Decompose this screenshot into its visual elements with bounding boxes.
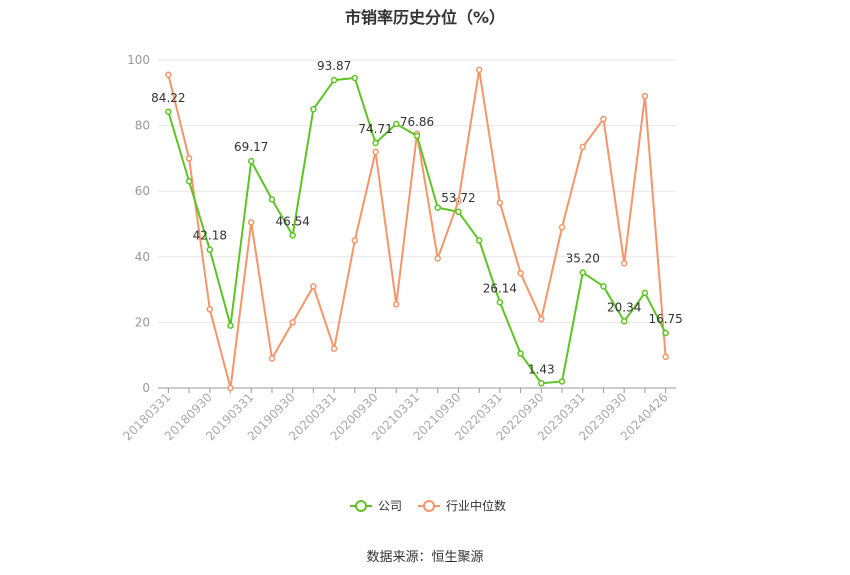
point-company [268,196,276,203]
gridlines [158,59,676,323]
point-industry-median [310,283,317,290]
point-industry-median [268,355,276,362]
y-tick-label: 100 [127,53,150,67]
point-company [165,108,172,116]
point-company [620,318,628,325]
data-label: 42.18 [193,229,227,243]
point-company [579,269,587,276]
point-company [289,232,296,239]
y-tick-label: 60 [135,184,150,198]
point-industry-median [558,224,566,231]
legend-marker [355,500,367,512]
y-tick-label: 80 [135,119,150,133]
point-industry-median [496,199,504,206]
point-company [413,132,421,140]
y-tick-label: 40 [135,250,150,264]
data-label: 74.71 [358,122,392,136]
point-industry-median [289,319,296,326]
point-industry-median [434,255,441,262]
point-company [434,204,441,211]
data-label: 26.14 [483,281,517,295]
y-tick-label: 0 [142,381,150,395]
point-industry-median [330,345,338,352]
series-group [165,66,669,392]
point-company [475,237,483,244]
point-industry-median [247,219,255,226]
legend-marker [423,500,435,512]
point-company [185,178,193,185]
data-labels: 84.22 42.18 69.17 46.54 93.87 74.71 76.86 53.72… [151,59,683,376]
point-industry-median [227,384,234,392]
legend-item-company: 公司 [350,499,402,513]
point-industry-median [579,143,587,151]
point-company [558,378,566,385]
data-label: 46.54 [276,214,310,228]
point-company [517,350,524,357]
x-axis: 2018033120180930201903312019093020200331… [120,387,676,443]
point-company [641,289,649,297]
y-axis: 0 20 40 60 80 100 [127,53,150,395]
point-industry-median [517,269,524,277]
legend-label: 公司 [378,499,402,513]
point-industry-median [165,71,172,79]
point-company [538,380,545,387]
point-industry-median [185,155,193,162]
point-industry-median [455,197,462,205]
point-company [372,139,379,147]
point-industry-median [393,301,400,308]
legend-label: 行业中位数 [446,498,506,513]
point-company [662,329,669,337]
point-company [330,76,338,84]
point-industry-median [620,260,628,267]
point-industry-median [538,315,545,323]
legend-item-industry-median: 行业中位数 [418,498,506,513]
chart-title: 市销率历史分位（%） [344,8,506,27]
data-label: 76.86 [400,115,434,129]
data-label: 16.75 [648,312,682,326]
source-note: 数据来源：恒生聚源 [366,550,484,565]
point-company [206,246,214,253]
point-company [496,299,504,306]
point-company [393,120,400,128]
data-label: 93.87 [317,59,351,73]
point-company [247,157,255,165]
point-industry-median [475,66,483,74]
point-industry-median [641,92,649,100]
data-label: 84.22 [151,91,185,105]
point-company [310,105,317,113]
legend: 公司 行业中位数 [350,498,506,513]
point-industry-median [600,115,607,123]
point-company [351,74,359,82]
point-industry-median [206,306,214,313]
data-label: 53.72 [441,191,475,205]
data-label: 35.20 [566,252,600,266]
point-industry-median [372,148,379,156]
point-company [455,208,462,216]
data-label: 20.34 [607,300,641,314]
point-company [227,322,234,329]
y-tick-label: 20 [135,315,150,329]
point-company [600,283,607,290]
point-industry-median [662,353,669,361]
data-label: 69.17 [234,140,268,154]
point-industry-median [351,237,359,244]
data-label: 1.43 [528,362,555,376]
